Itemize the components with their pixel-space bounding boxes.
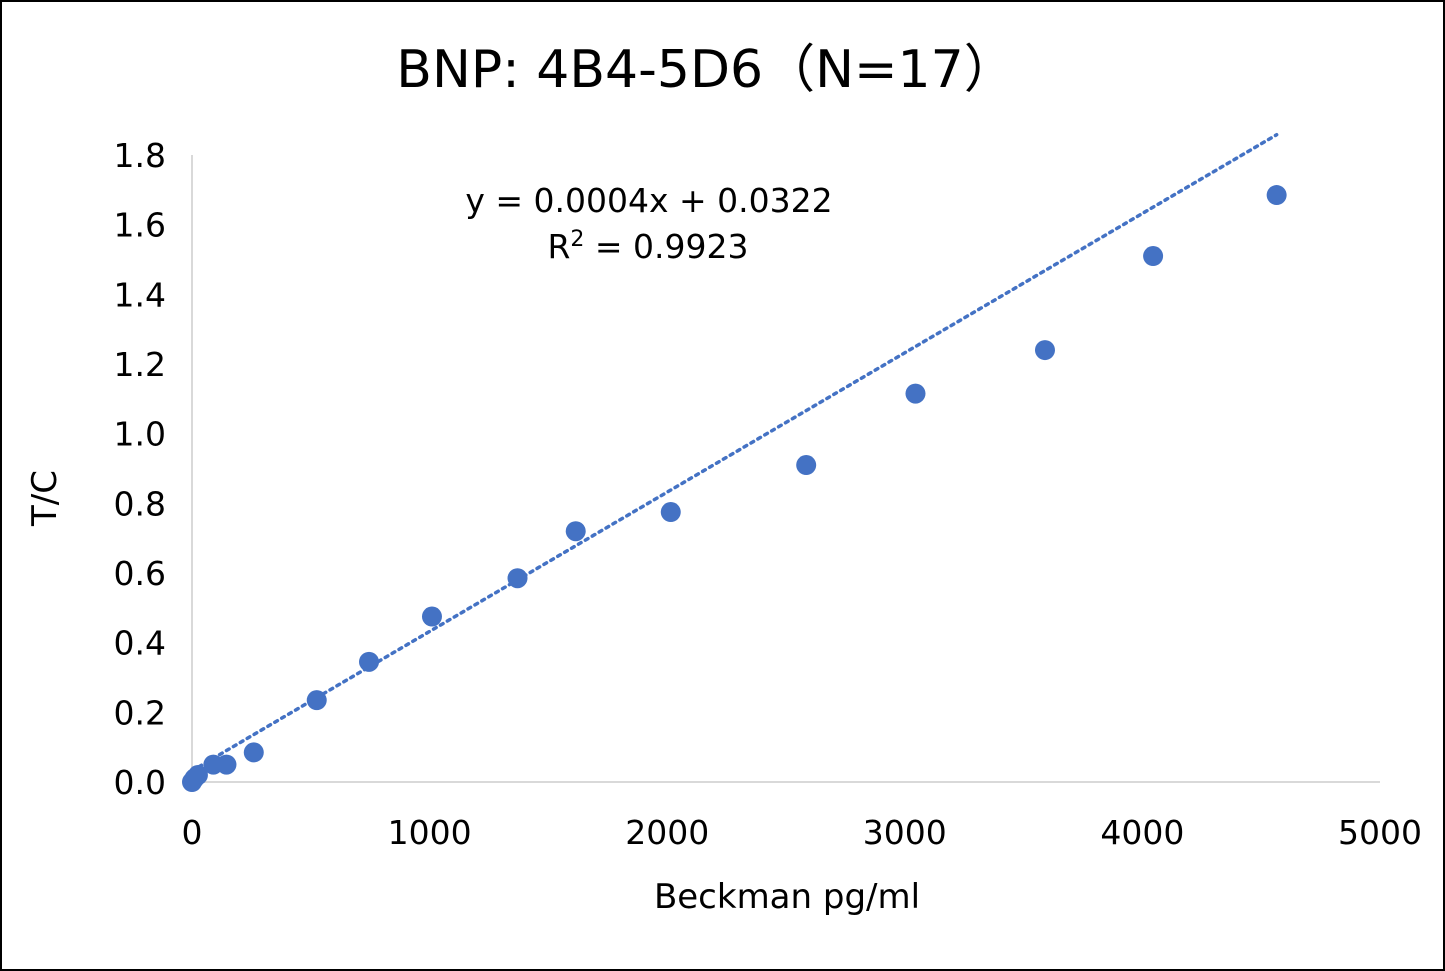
data-point	[507, 568, 528, 589]
y-tick-label: 1.8	[114, 136, 166, 175]
trendline-equation: y = 0.0004x + 0.0322	[465, 181, 832, 220]
y-tick-label: 1.0	[114, 415, 166, 454]
y-tick-label: 0.6	[114, 554, 166, 593]
y-tick-label: 1.4	[114, 275, 166, 314]
chart-title: BNP: 4B4-5D6（N=17）	[396, 40, 1015, 100]
data-point	[565, 521, 586, 542]
data-point	[1143, 246, 1164, 267]
axes	[191, 155, 1380, 783]
x-tick-label: 0	[182, 813, 203, 852]
data-point	[243, 742, 264, 763]
data-point	[660, 502, 681, 523]
y-tick-label: 1.6	[114, 206, 166, 245]
x-tick-labels: 0 1000 2000 3000 4000 5000	[182, 813, 1422, 852]
data-point	[421, 606, 442, 627]
data-point	[216, 754, 237, 775]
y-tick-label: 1.2	[114, 345, 166, 384]
y-tick-label: 0.4	[114, 624, 166, 663]
x-tick-label: 3000	[863, 813, 947, 852]
y-tick-labels: 0.0 0.2 0.4 0.6 0.8 1.0 1.2 1.4 1.6 1.8	[114, 136, 166, 802]
r-squared-prefix: R	[547, 227, 570, 266]
data-point	[796, 455, 817, 476]
data-point	[306, 690, 327, 711]
r-squared-value: = 0.9923	[584, 227, 748, 266]
data-point	[359, 651, 380, 672]
y-tick-label: 0.0	[114, 763, 166, 802]
y-tick-label: 0.2	[114, 693, 166, 732]
y-axis-label: T/C	[25, 470, 65, 527]
data-point	[1034, 340, 1055, 361]
x-tick-label: 4000	[1100, 813, 1184, 852]
r-squared-superscript: 2	[570, 227, 584, 252]
x-tick-label: 2000	[625, 813, 709, 852]
data-point	[1266, 185, 1287, 206]
x-tick-label: 5000	[1338, 813, 1422, 852]
x-axis-label: Beckman pg/ml	[654, 877, 920, 917]
y-tick-label: 0.8	[114, 484, 166, 523]
r-squared-label: R2 = 0.9923	[547, 227, 748, 266]
x-tick-label: 1000	[388, 813, 472, 852]
data-point	[187, 765, 208, 786]
data-points	[182, 185, 1287, 792]
data-point	[905, 383, 926, 404]
